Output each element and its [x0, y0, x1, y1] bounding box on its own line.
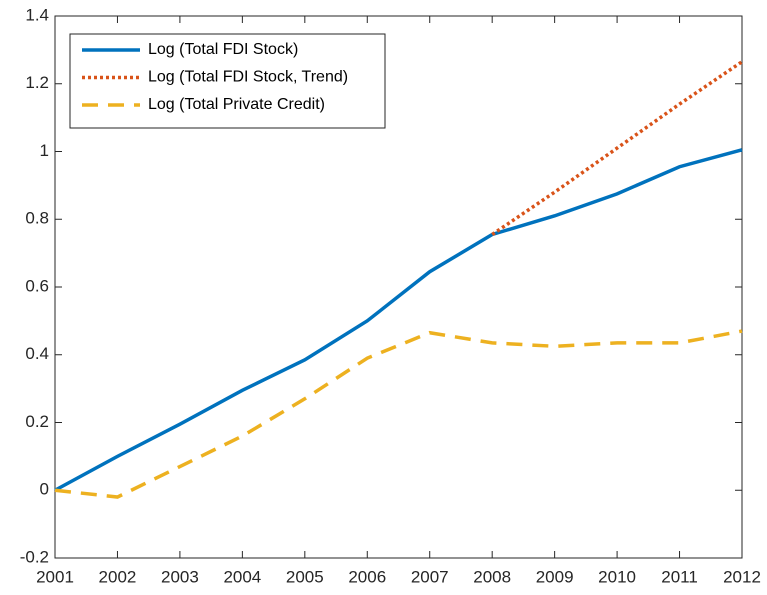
- y-tick-label: 0.2: [25, 412, 49, 431]
- y-tick-label: 0: [40, 480, 49, 499]
- x-tick-label: 2011: [661, 567, 698, 586]
- x-tick-label: 2006: [348, 567, 386, 586]
- legend-label: Log (Total Private Credit): [148, 96, 325, 113]
- y-tick-label: 0.6: [25, 276, 49, 295]
- y-tick-label: 0.4: [25, 344, 49, 363]
- legend-label: Log (Total FDI Stock, Trend): [148, 69, 348, 86]
- data-line: [491, 60, 743, 236]
- x-tick-label: 2009: [536, 567, 574, 586]
- x-tick-label: 2010: [598, 567, 636, 586]
- x-tick-label: 2005: [286, 567, 324, 586]
- x-tick-label: 2003: [161, 567, 199, 586]
- y-tick-label: -0.2: [20, 547, 49, 566]
- x-tick-label: 2012: [723, 567, 761, 586]
- y-tick-label: 1: [40, 141, 49, 160]
- y-tick-label: 0.8: [25, 209, 49, 228]
- y-tick-label: 1.2: [25, 73, 49, 92]
- legend-label: Log (Total FDI Stock): [148, 41, 298, 58]
- legend: Log (Total FDI Stock) Log (Total FDI Stoc…: [69, 33, 386, 129]
- y-tick-label: 1.4: [25, 5, 49, 24]
- x-tick-label: 2007: [411, 567, 449, 586]
- x-tick-label: 2002: [99, 567, 137, 586]
- x-tick-label: 2001: [36, 567, 74, 586]
- x-tick-label: 2008: [473, 567, 511, 586]
- x-tick-label: 2004: [223, 567, 261, 586]
- data-line: [54, 148, 743, 492]
